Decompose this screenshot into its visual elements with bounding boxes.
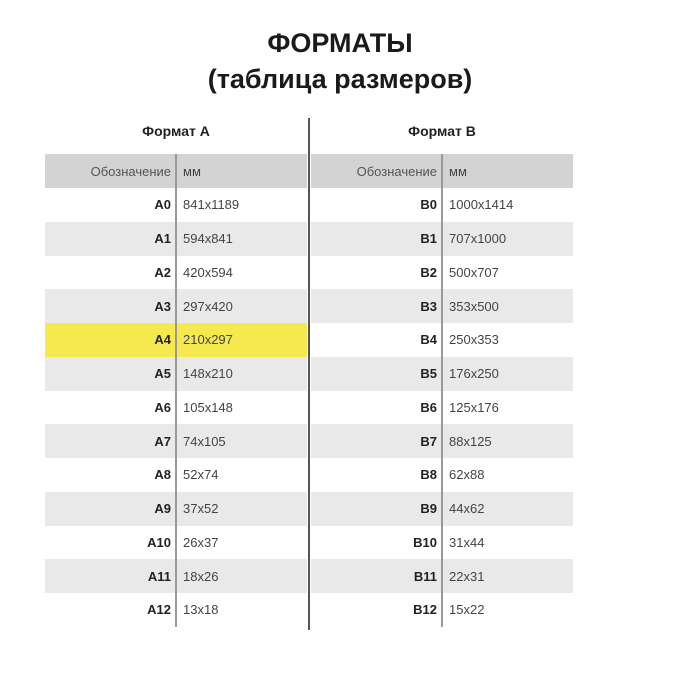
format-size: 13x18 xyxy=(175,593,307,627)
format-code: A9 xyxy=(154,501,171,517)
format-size: 594x841 xyxy=(175,221,307,256)
format-code: B11 xyxy=(413,568,437,584)
table-row: A6 105x148 xyxy=(45,390,307,425)
table-row: B11 22x31 xyxy=(311,559,573,593)
table-row: A3 297x420 xyxy=(45,289,307,323)
format-code: B9 xyxy=(420,501,437,517)
table-row: B5 176x250 xyxy=(311,356,573,391)
format-size: 176x250 xyxy=(441,356,573,391)
format-size: 841x1189 xyxy=(175,188,307,222)
format-b-table: Формат B Обозначение мм B0 1000x1414 B1 … xyxy=(311,118,573,627)
format-code: B12 xyxy=(413,602,437,618)
format-code: B8 xyxy=(420,467,437,483)
table-row: B3 353x500 xyxy=(311,289,573,323)
format-code: B4 xyxy=(420,332,437,348)
format-code: A10 xyxy=(147,534,171,550)
format-size: 353x500 xyxy=(441,289,573,323)
format-size: 52x74 xyxy=(175,458,307,492)
table-row: A0 841x1189 xyxy=(45,188,307,222)
format-code: B0 xyxy=(420,197,437,213)
format-code: A3 xyxy=(154,298,171,314)
table-row: A1 594x841 xyxy=(45,221,307,256)
table-row: B10 31x44 xyxy=(311,525,573,560)
format-code: A7 xyxy=(154,433,171,449)
format-size: 31x44 xyxy=(441,525,573,560)
table-row: A5 148x210 xyxy=(45,356,307,391)
table-row: A9 37x52 xyxy=(45,491,307,526)
center-divider xyxy=(308,118,310,630)
table-row: A12 13x18 xyxy=(45,593,307,627)
format-a-table: Формат A Обозначение мм A0 841x1189 A1 5… xyxy=(45,118,307,627)
format-size: 1000x1414 xyxy=(441,188,573,222)
format-size: 125x176 xyxy=(441,390,573,425)
format-size: 37x52 xyxy=(175,491,307,526)
format-code: B2 xyxy=(420,264,437,280)
table-row: A8 52x74 xyxy=(45,458,307,492)
format-size: 18x26 xyxy=(175,559,307,593)
table-row: B9 44x62 xyxy=(311,491,573,526)
table-title: Формат B xyxy=(408,123,476,139)
table-row: B6 125x176 xyxy=(311,390,573,425)
format-size: 62x88 xyxy=(441,458,573,492)
page-title: ФОРМАТЫ xyxy=(267,28,413,58)
format-size: 44x62 xyxy=(441,491,573,526)
format-code: A11 xyxy=(147,568,171,584)
format-code: A0 xyxy=(154,197,171,213)
format-size: 22x31 xyxy=(441,559,573,593)
header-designation: Обозначение xyxy=(90,163,171,179)
table-row: A11 18x26 xyxy=(45,559,307,593)
table-row: A2 420x594 xyxy=(45,255,307,290)
table-row: B1 707x1000 xyxy=(311,221,573,256)
table-row: B0 1000x1414 xyxy=(311,188,573,222)
format-code: A1 xyxy=(154,231,171,247)
page-subtitle: (таблица размеров) xyxy=(207,64,473,94)
format-size: 420x594 xyxy=(175,255,307,290)
format-size: 88x125 xyxy=(441,424,573,458)
format-code: A4 xyxy=(154,332,171,348)
table-title: Формат A xyxy=(142,123,210,139)
table-header: Обозначение мм xyxy=(45,154,307,188)
header-mm: мм xyxy=(441,154,573,188)
format-code: B10 xyxy=(413,534,437,550)
table-row: B4 250x353 xyxy=(311,323,573,357)
format-size: 15x22 xyxy=(441,593,573,627)
format-code: B5 xyxy=(420,366,437,382)
table-row: A7 74x105 xyxy=(45,424,307,458)
format-code: B3 xyxy=(420,298,437,314)
format-code: B6 xyxy=(420,399,437,415)
table-row: A10 26x37 xyxy=(45,525,307,560)
format-size: 210x297 xyxy=(175,323,307,357)
format-size: 297x420 xyxy=(175,289,307,323)
table-row: B2 500x707 xyxy=(311,255,573,290)
table-row: B7 88x125 xyxy=(311,424,573,458)
format-size: 707x1000 xyxy=(441,221,573,256)
format-size: 105x148 xyxy=(175,390,307,425)
format-code: A8 xyxy=(154,467,171,483)
format-code: A2 xyxy=(154,264,171,280)
format-code: A6 xyxy=(154,399,171,415)
header-designation: Обозначение xyxy=(356,163,437,179)
table-row: B12 15x22 xyxy=(311,593,573,627)
format-size: 250x353 xyxy=(441,323,573,357)
format-size: 148x210 xyxy=(175,356,307,391)
format-size: 74x105 xyxy=(175,424,307,458)
header-mm: мм xyxy=(175,154,307,188)
format-code: A5 xyxy=(154,366,171,382)
format-code: B7 xyxy=(420,433,437,449)
format-size: 500x707 xyxy=(441,255,573,290)
format-size: 26x37 xyxy=(175,525,307,560)
format-code: B1 xyxy=(420,231,437,247)
table-row: B8 62x88 xyxy=(311,458,573,492)
table-row: A4 210x297 xyxy=(45,323,307,357)
format-code: A12 xyxy=(147,602,171,618)
table-header: Обозначение мм xyxy=(311,154,573,188)
